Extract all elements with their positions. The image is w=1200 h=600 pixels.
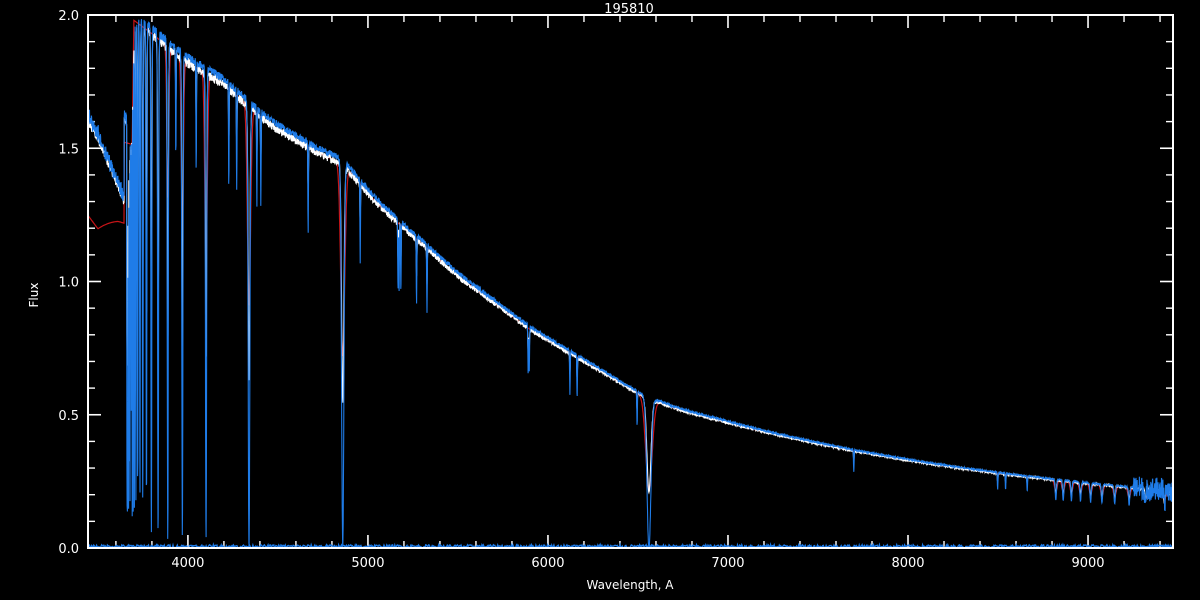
y-tick-label: 0.0 <box>58 542 79 557</box>
x-tick-labels: 4000 5000 6000 7000 8000 9000 <box>171 556 1104 571</box>
spectrum-traces <box>89 19 1172 547</box>
y-tick-label: 1.5 <box>58 142 79 157</box>
x-tick-label: 6000 <box>531 556 564 571</box>
y-tick-label: 1.0 <box>58 276 79 291</box>
x-tick-label: 9000 <box>1071 556 1104 571</box>
plot-frame <box>87 14 1174 549</box>
y-tick-label: 2.0 <box>58 9 79 24</box>
page-title: 195810 <box>604 2 654 17</box>
y-axis-label: Flux <box>27 283 41 308</box>
x-axis-label: Wavelength, A <box>586 578 674 592</box>
y-tick-label: 0.5 <box>58 409 79 424</box>
y-tick-labels: 0.0 0.5 1.0 1.5 2.0 <box>58 9 79 557</box>
x-tick-label: 7000 <box>711 556 744 571</box>
model-blue-trace <box>89 19 1172 547</box>
x-tick-label: 5000 <box>351 556 384 571</box>
x-tick-label: 8000 <box>891 556 924 571</box>
x-tick-label: 4000 <box>171 556 204 571</box>
